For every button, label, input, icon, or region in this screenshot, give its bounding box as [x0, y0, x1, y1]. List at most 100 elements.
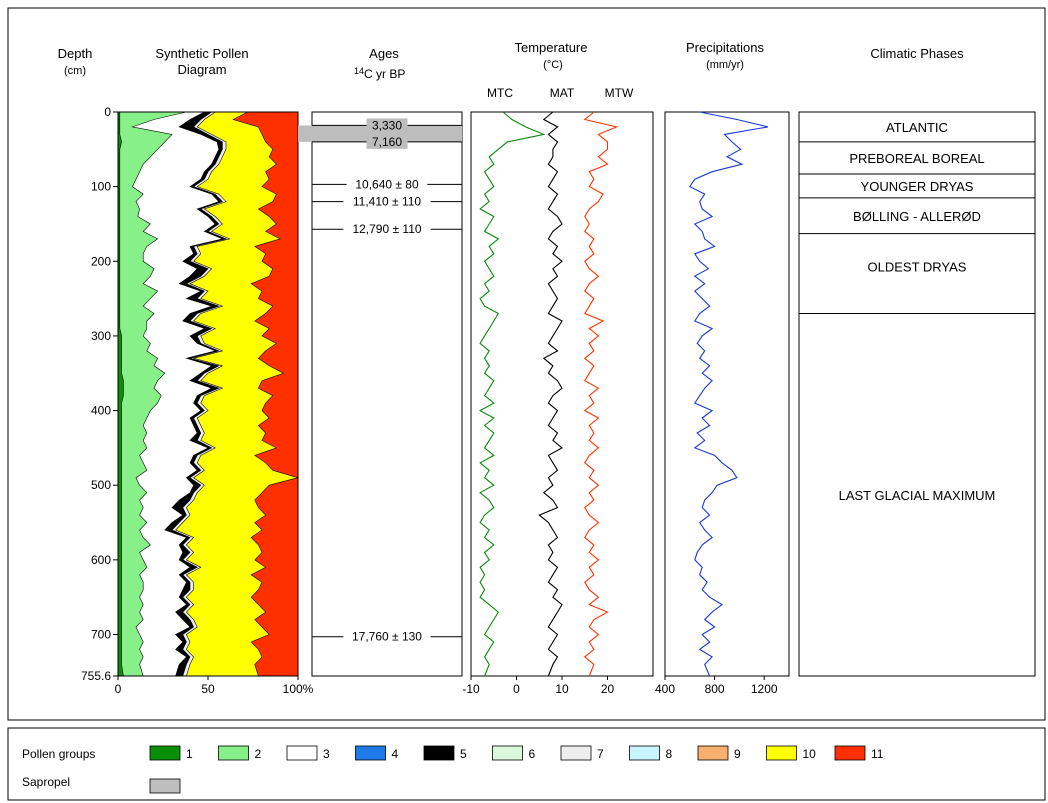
precipitation-x-tick-label: 1200 [751, 682, 778, 696]
depth-tick-label: 400 [91, 404, 111, 418]
label-mat: MAT [550, 86, 575, 100]
legend-swatch-group-2 [218, 745, 249, 761]
temperature-series-mtw [583, 111, 619, 677]
legend-swatch-group-9 [697, 745, 729, 761]
precipitation-x-axis: 400 800 1200 [655, 676, 778, 696]
phase-label: YOUNGER DRYAS [861, 179, 974, 194]
legend-label-group-7: 7 [597, 747, 604, 761]
temperature-x-tick-label: -10 [462, 682, 480, 696]
age-label-bg [343, 194, 431, 209]
legend-swatch-group-8 [629, 745, 660, 761]
legend-label-group-5: 5 [460, 747, 467, 761]
age-label: 17,760 ± 130 [352, 630, 422, 644]
pollen-area-group-1 [117, 111, 124, 677]
header-climatic-phases: Climatic Phases [870, 46, 964, 61]
header-ages-unit: C yr BP [364, 67, 405, 81]
legend-swatch-group-5 [423, 745, 455, 761]
depth-tick-label: 0 [104, 105, 111, 119]
depth-tick-label: 700 [91, 627, 111, 641]
depth-tick-label: 300 [91, 329, 111, 343]
legend-label-group-6: 6 [529, 747, 536, 761]
depth-axis: 0 100 200 300 400 500 600 700 755.6 [81, 105, 118, 683]
header-pollen-1: Synthetic Pollen [155, 46, 248, 61]
phase-label: ATLANTIC [886, 120, 948, 135]
legend-label-group-2: 2 [255, 747, 262, 761]
temperature-x-tick-label: 20 [601, 682, 615, 696]
pollen-x-tick-label: 0 [115, 682, 122, 696]
header-temperature: Temperature [515, 40, 588, 55]
header-precipitations-unit: (mm/yr) [706, 59, 744, 71]
pollen-x-tick-label: 50 [201, 682, 215, 696]
precipitation-frame [664, 111, 790, 677]
legend-sapropel-swatch [149, 778, 181, 794]
header-depth-unit: (cm) [64, 65, 86, 77]
age-label-bg [343, 629, 431, 644]
temperature-lines [478, 111, 619, 677]
legend-sapropel-label: Sapropel [22, 775, 70, 789]
legend-swatch-group-1 [149, 745, 181, 761]
main-frame [7, 7, 1046, 721]
legend-pollen-label: Pollen groups [22, 747, 95, 761]
age-label: 10,640 ± 80 [355, 177, 419, 191]
pollen-x-axis: 0 50 100% [115, 676, 314, 696]
pollen-x-tick-label: 100% [283, 682, 314, 696]
precipitation-series [688, 111, 769, 677]
legend-swatch-group-11 [834, 745, 866, 761]
legend-label-group-9: 9 [734, 747, 741, 761]
climatic-phases: ATLANTIC PREBOREAL BOREAL YOUNGER DRYAS BØL… [799, 120, 1035, 503]
age-label: 12,790 ± 110 [352, 222, 421, 236]
legend-swatch-group-7 [560, 745, 592, 761]
temperature-series-mtc [478, 111, 546, 677]
legend-swatches: 1 2 3 4 5 6 7 8 9 10 11 [149, 745, 884, 761]
temperature-frame [470, 111, 654, 677]
depth-tick-label: 500 [91, 478, 111, 492]
legend-label-group-11: 11 [871, 747, 884, 761]
age-label-bg [343, 222, 431, 237]
phase-label: OLDEST DRYAS [868, 260, 967, 275]
pollen-area-group-3 [117, 111, 224, 677]
header-depth: Depth [58, 46, 93, 61]
precipitation-line [688, 111, 769, 677]
legend-label-group-1: 1 [186, 747, 193, 761]
legend-label-group-4: 4 [392, 747, 399, 761]
age-label: 3,330 [372, 118, 402, 132]
precipitation-x-tick-label: 400 [655, 682, 675, 696]
depth-tick-label: 200 [91, 254, 111, 268]
legend-swatch-group-4 [355, 745, 386, 761]
header-pollen-2: Diagram [177, 62, 226, 77]
legend-label-group-10: 10 [803, 747, 817, 761]
precipitation-x-tick-label: 800 [705, 682, 725, 696]
temperature-series-mat [538, 111, 563, 677]
label-mtw: MTW [605, 86, 634, 100]
age-label-bg [366, 118, 408, 133]
temperature-x-axis: -10 0 10 20 [462, 676, 614, 696]
header-ages: Ages [369, 46, 399, 61]
phase-label: LAST GLACIAL MAXIMUM [839, 488, 996, 503]
header-precipitations: Precipitations [686, 40, 765, 55]
legend-swatch-group-3 [286, 745, 318, 761]
age-label-bg [346, 177, 428, 192]
phase-label: BØLLING - ALLERØD [853, 209, 981, 224]
depth-tick-label: 600 [91, 553, 111, 567]
legend-swatch-group-10 [766, 745, 797, 761]
phases-frame [798, 111, 1036, 677]
header-temperature-unit: (°C) [543, 59, 563, 71]
temperature-x-tick-label: 0 [513, 682, 520, 696]
header-ages-sup: 14 [354, 66, 364, 76]
label-mtc: MTC [487, 86, 513, 100]
age-label: 7,160 [372, 135, 402, 149]
age-label: 11,410 ± 110 [353, 195, 422, 209]
phase-label: PREBOREAL BOREAL [849, 151, 984, 166]
pollen-areas [117, 111, 300, 677]
pollen-area-group-2 [117, 111, 187, 677]
temperature-x-tick-label: 10 [555, 682, 569, 696]
ages-labels: 3,330 7,160 10,640 ± 80 11,410 ± 110 12,790 … [312, 118, 462, 644]
legend-label-group-8: 8 [666, 747, 673, 761]
depth-tick-label: 755.6 [81, 669, 111, 683]
sapropel-band [298, 125, 462, 142]
age-label-bg [366, 134, 408, 149]
legend-label-group-3: 3 [323, 747, 330, 761]
legend-swatch-group-6 [492, 745, 523, 761]
legend-frame [7, 727, 1046, 801]
